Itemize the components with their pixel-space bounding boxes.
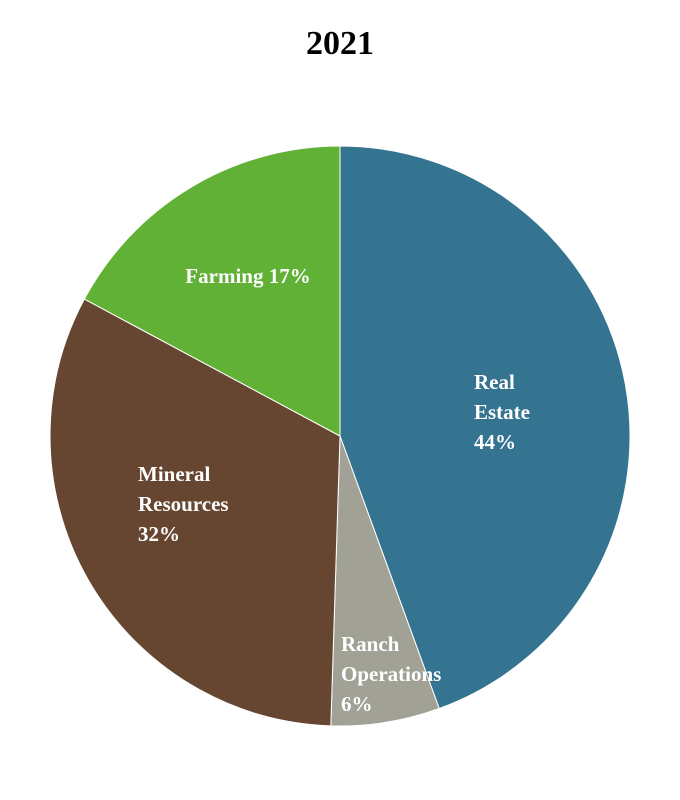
- slice-label-line: Estate: [474, 400, 530, 424]
- pie-slice-3: [83, 145, 341, 437]
- pie-slice-2: [49, 298, 341, 727]
- slice-label-line: Mineral: [138, 462, 210, 486]
- slice-label-line: 44%: [474, 430, 516, 454]
- slice-label-line: 6%: [341, 692, 373, 716]
- slice-label-2: Mineral Resources 32%: [138, 462, 229, 546]
- slice-label-3: Farming 17%: [185, 264, 310, 288]
- pie-slices: [49, 145, 631, 727]
- slice-label-line: Real: [474, 370, 515, 394]
- pie-labels: Real Estate 44% Ranch Operations 6% Mineral Res…: [138, 264, 530, 716]
- slice-label-line: Ranch: [341, 632, 400, 656]
- chart-title: 2021: [306, 25, 374, 62]
- slice-label-line: Farming 17%: [185, 264, 310, 288]
- slice-label-1: Ranch Operations 6%: [341, 632, 441, 716]
- slice-label-0: Real Estate 44%: [474, 370, 530, 454]
- slice-label-line: Resources: [138, 492, 229, 516]
- slice-label-line: Operations: [341, 662, 441, 686]
- slice-label-line: 32%: [138, 522, 180, 546]
- pie-slice-0: [339, 145, 631, 710]
